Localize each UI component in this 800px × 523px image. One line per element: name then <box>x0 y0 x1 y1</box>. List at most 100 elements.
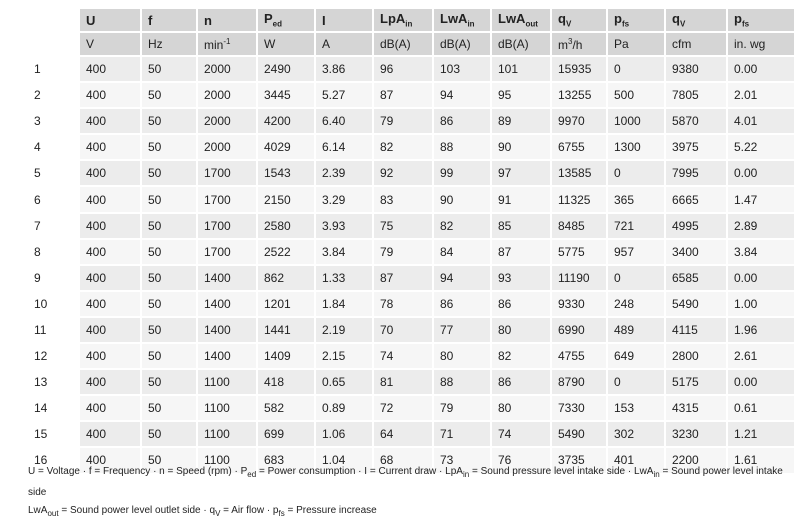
cell: 649 <box>606 342 666 371</box>
cell: 4995 <box>664 211 728 240</box>
cell: 75 <box>372 211 434 240</box>
cell: 50 <box>140 289 198 318</box>
row-number: 12 <box>26 342 80 371</box>
text-part: cfm <box>672 37 692 51</box>
header-cell: pfs <box>726 7 796 33</box>
cell: 97 <box>490 159 552 188</box>
text-part: I <box>322 12 326 28</box>
cell: 862 <box>256 263 316 292</box>
cell: 64 <box>372 420 434 449</box>
cell: 500 <box>606 81 666 110</box>
units-cell: cfm <box>664 31 728 57</box>
text-part: V <box>679 19 686 29</box>
cell: 5775 <box>550 237 608 266</box>
cell: 85 <box>490 211 552 240</box>
cell: 2000 <box>196 54 258 84</box>
cell: 50 <box>140 342 198 371</box>
cell: 50 <box>140 159 198 188</box>
cell: 80 <box>490 394 552 423</box>
cell: 1543 <box>256 159 316 188</box>
cell: 80 <box>432 342 492 371</box>
cell: 2200 <box>664 446 728 475</box>
cell: 74 <box>490 420 552 449</box>
row-number: 9 <box>26 263 80 292</box>
text-part: = Power consumption · I = Current draw ·… <box>256 466 463 477</box>
cell: 90 <box>432 185 492 214</box>
row-number: 14 <box>26 394 80 423</box>
cell: 2150 <box>256 185 316 214</box>
cell: 1700 <box>196 185 258 214</box>
cell: 0 <box>606 368 666 397</box>
cell: 9970 <box>550 107 608 136</box>
cell: 94 <box>432 263 492 292</box>
text-part: = Air flow · p <box>220 505 279 516</box>
data-row: 13 400 50 1100 418 0.65 81 88 86 8790 0 5175 0.00 <box>26 368 796 397</box>
cell: 3.86 <box>314 54 374 84</box>
cell: 88 <box>432 368 492 397</box>
cell: 80 <box>490 315 552 345</box>
cell: 0 <box>606 159 666 188</box>
cell: 3975 <box>664 133 728 162</box>
cell: 82 <box>490 342 552 371</box>
cell: 3.29 <box>314 185 374 214</box>
text-part: fs <box>621 19 630 29</box>
units-cell: in. wg <box>726 31 796 57</box>
cell: 1.04 <box>314 446 374 475</box>
cell: 582 <box>256 394 316 423</box>
cell: 6665 <box>664 185 728 214</box>
cell: 1100 <box>196 420 258 449</box>
cell: 93 <box>490 263 552 292</box>
cell: 1.06 <box>314 420 374 449</box>
cell: 95 <box>490 81 552 110</box>
row-number: 10 <box>26 289 80 318</box>
cell: 5490 <box>664 289 728 318</box>
text-part: in. wg <box>734 37 766 51</box>
cell: 1441 <box>256 315 316 345</box>
cell: 92 <box>372 159 434 188</box>
data-row: 16 400 50 1100 683 1.04 68 73 76 3735 401 2200 1.61 <box>26 446 796 475</box>
header-cell: LwAin <box>432 7 492 33</box>
text-part: in <box>405 19 413 29</box>
cell: 0.00 <box>726 159 796 188</box>
cell: 400 <box>78 368 142 397</box>
cell: 6.14 <box>314 133 374 162</box>
row-number: 5 <box>26 159 80 188</box>
cell: 4115 <box>664 315 728 345</box>
cell: 79 <box>432 394 492 423</box>
cell: 5175 <box>664 368 728 397</box>
cell: 400 <box>78 446 142 475</box>
cell: 5.22 <box>726 133 796 162</box>
cell: 3.93 <box>314 211 374 240</box>
cell: 0.00 <box>726 368 796 397</box>
cell: 1700 <box>196 211 258 240</box>
cell: 1.00 <box>726 289 796 318</box>
header-cell: qV <box>664 7 728 33</box>
cell: 7995 <box>664 159 728 188</box>
cell: 2000 <box>196 107 258 136</box>
cell: 0.89 <box>314 394 374 423</box>
cell: 79 <box>372 237 434 266</box>
cell: 86 <box>490 289 552 318</box>
text-part: fs <box>741 19 750 29</box>
header-cell: LwAout <box>490 7 552 33</box>
cell: 1.84 <box>314 289 374 318</box>
cell: 86 <box>432 107 492 136</box>
data-row: 11 400 50 1400 1441 2.19 70 77 80 6990 489 4115 1.96 <box>26 315 796 345</box>
cell: 1201 <box>256 289 316 318</box>
cell: 94 <box>432 81 492 110</box>
text-part: Pa <box>614 37 629 51</box>
cell: 400 <box>78 237 142 266</box>
cell: 74 <box>372 342 434 371</box>
cell: 50 <box>140 211 198 240</box>
cell: 1100 <box>196 368 258 397</box>
text-part: dB(A) <box>440 37 471 51</box>
cell: 1.33 <box>314 263 374 292</box>
cell: 77 <box>432 315 492 345</box>
cell: 248 <box>606 289 666 318</box>
text-part: = Sound power level intake side <box>28 466 783 498</box>
cell: 9380 <box>664 54 728 84</box>
data-row: 3 400 50 2000 4200 6.40 79 86 89 9970 1000 5870 4.01 <box>26 107 796 136</box>
cell: 71 <box>432 420 492 449</box>
cell: 1.21 <box>726 420 796 449</box>
